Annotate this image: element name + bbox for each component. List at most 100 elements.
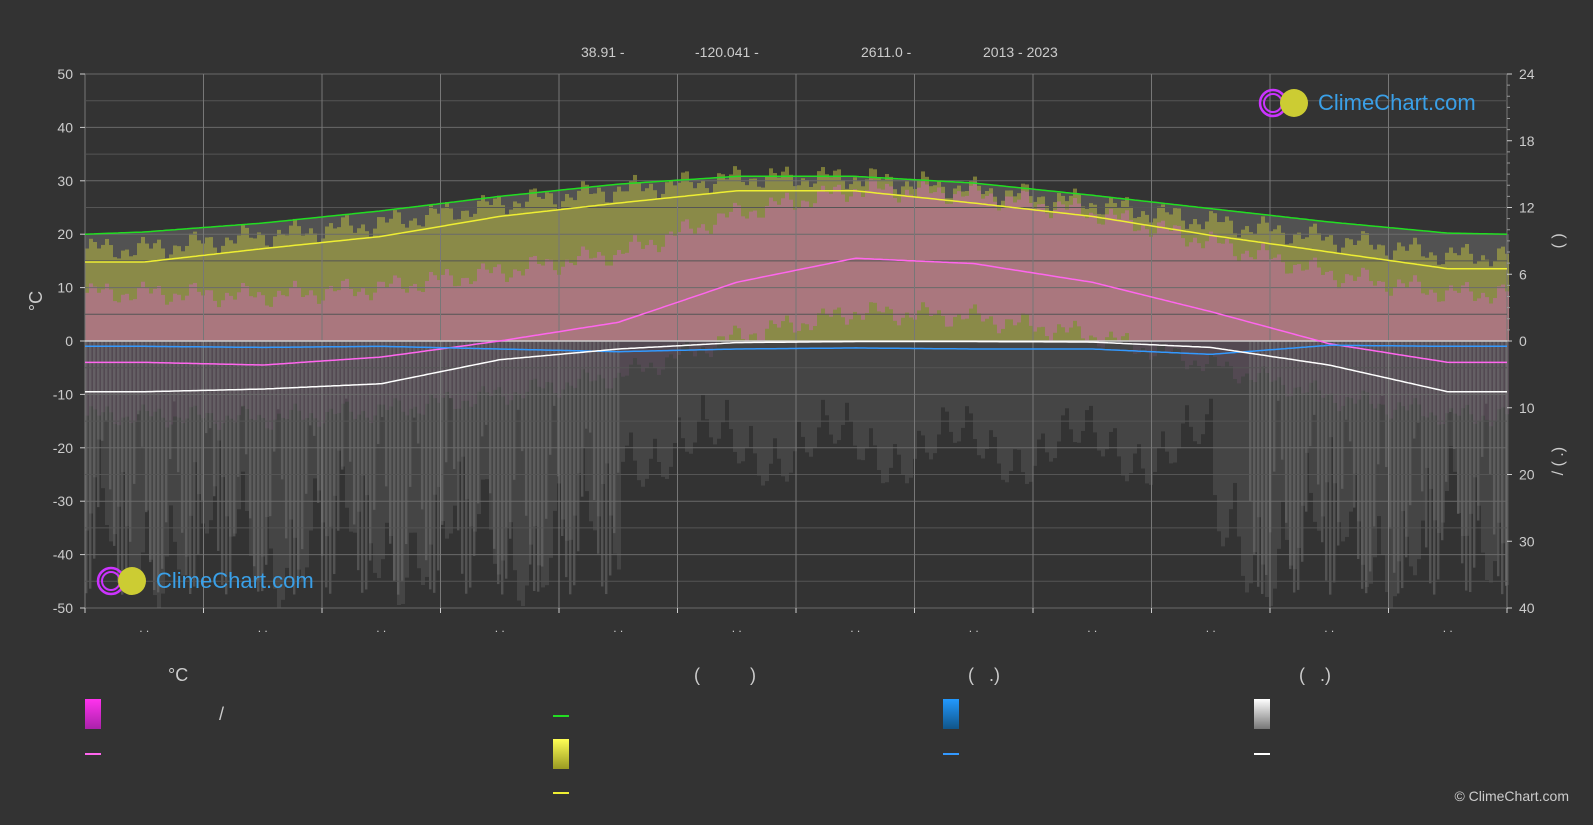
sunshine-band-strip [1017,193,1021,341]
temp-band-strip [621,253,625,377]
sunshine-band-strip [753,178,757,341]
temp-band-strip [749,211,753,335]
precip-band-strip [137,341,141,581]
precip-band-strip [1229,341,1233,510]
sunshine-band-strip [657,198,661,341]
temp-band-strip [1029,203,1033,326]
snow-band-strip [405,341,408,545]
sunshine-band-strip [385,222,389,341]
temp-band-strip [877,188,881,312]
precip-band-strip [1237,341,1241,537]
y-left-tick-label: -40 [53,547,73,563]
sunshine-band-strip [761,187,765,341]
sunshine-band-strip [945,198,949,341]
sunshine-band-strip [1165,212,1169,341]
sunshine-band-strip [777,177,781,341]
snow-band-strip [1261,341,1264,594]
sunshine-band-strip [241,225,245,341]
sunshine-band-strip [705,188,709,341]
precip-band-strip [933,341,937,454]
sunshine-band-strip [1485,259,1489,341]
precip-band-strip [721,341,725,423]
sunshine-band-strip [565,193,569,341]
sunshine-band-strip [441,208,445,341]
sunshine-band-strip [505,214,509,341]
temp-band-strip [757,217,761,341]
precip-band-strip [221,341,225,478]
temp-band-strip [489,273,493,396]
temp-band-strip [393,275,397,399]
snow-band-strip [281,341,284,480]
precip-band-strip [333,341,337,496]
precip-band-strip [1013,341,1017,450]
sunshine-band-strip [1257,223,1261,341]
precip-band-strip [973,341,977,440]
temp-band-strip [1301,270,1305,394]
snow-band-strip [1345,341,1348,420]
precip-band-strip [309,341,313,531]
legend-temp-range-swatch [85,699,101,729]
snow-band-strip [429,341,432,590]
snow-band-strip [1433,341,1436,595]
precip-band-strip [425,341,429,577]
y-left-tick-label: -30 [53,493,73,509]
precip-band-strip [453,341,457,506]
sunshine-band-strip [1445,252,1449,341]
precip-band-strip [1277,341,1281,549]
temp-band-strip [1065,209,1069,333]
snow-band-strip [565,341,568,578]
temp-band-strip [481,263,485,387]
y-right-hours-tick-label: 12 [1519,200,1535,216]
temp-band-strip [989,193,993,317]
snow-band-strip [1381,341,1384,396]
precip-band-strip [345,341,349,508]
precip-band-strip [805,341,809,453]
snow-band-strip [1281,341,1284,460]
sunshine-band-strip [1497,248,1501,341]
precip-band-strip [1321,341,1325,517]
snow-band-strip [93,341,96,559]
precip-band-strip [409,341,413,533]
sunshine-band-strip [989,188,993,341]
snow-band-strip [529,341,532,565]
precip-band-strip [821,341,825,400]
snow-band-strip [261,341,264,592]
precip-band-strip [1061,341,1065,416]
sunshine-band-strip [809,186,813,341]
snow-band-strip [421,341,424,510]
precip-band-strip [1373,341,1377,558]
sunshine-band-strip [521,208,525,341]
copyright[interactable]: © ClimeChart.com [1454,788,1569,804]
precip-band-strip [125,341,129,527]
precip-band-strip [457,341,461,462]
temp-band-strip [429,271,433,395]
snow-band-strip [1337,341,1340,546]
precip-band-strip [977,341,981,456]
precip-band-strip [517,341,521,601]
precip-band-strip [545,341,549,586]
precip-band-strip [957,341,961,442]
precip-band-strip [169,341,173,506]
sunshine-band-strip [729,174,733,341]
precip-band-strip [105,341,109,526]
precip-band-strip [1021,341,1025,473]
temp-band-strip [1321,274,1325,398]
x-tick-label: . . [376,621,386,635]
sunshine-band-strip [1221,222,1225,341]
precip-band-strip [1161,341,1165,432]
brand-logo-bottom[interactable]: ClimeChart.com [96,566,314,596]
brand-logo-top[interactable]: ClimeChart.com [1258,88,1476,118]
precip-band-strip [1241,341,1245,576]
sunshine-band-strip [469,216,473,341]
snow-band-strip [581,341,584,497]
temp-band-strip [865,190,869,314]
precip-band-strip [473,341,477,532]
precip-band-strip [1249,341,1253,584]
precip-band-strip [621,341,625,462]
precip-band-strip [1377,341,1381,517]
precip-band-strip [1085,341,1089,411]
precip-band-strip [249,341,253,557]
temp-band-strip [609,265,613,389]
snow-band-strip [433,341,436,593]
sunshine-band-strip [1169,214,1173,341]
